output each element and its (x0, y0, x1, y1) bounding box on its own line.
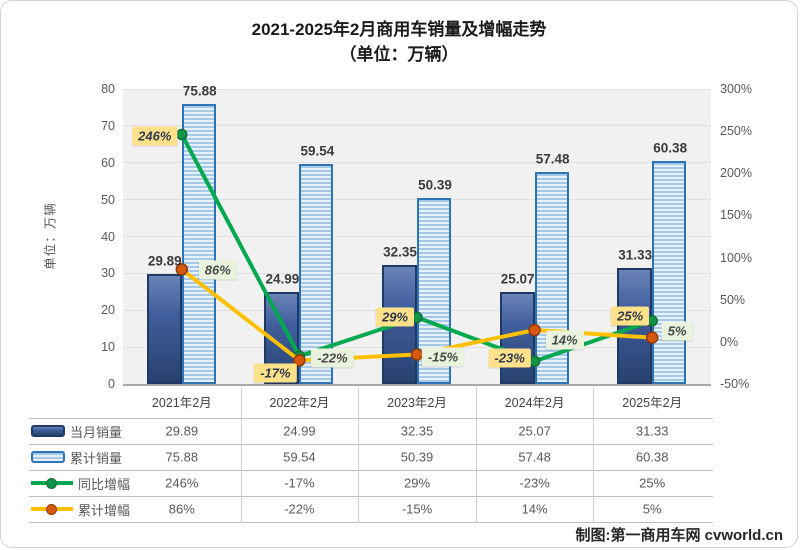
table-cell-value: 75.88 (165, 449, 199, 465)
right-axis-tick-label: 200% (720, 166, 752, 181)
table-cell-value: 60.38 (635, 449, 669, 465)
table-cell-value: 5% (642, 501, 662, 517)
bar-value-label-cumulative: 59.54 (300, 143, 335, 159)
table-row-line (29, 418, 713, 419)
legend-label: 当月销量 (70, 424, 123, 440)
table-cell-value: 246% (165, 475, 199, 491)
bar-monthly-sales (617, 268, 653, 384)
table-cell-value: -17% (284, 475, 315, 491)
table-cell-value: 32.35 (400, 423, 434, 439)
dark-bar-legend-icon (31, 425, 65, 437)
orange-line-legend-icon (31, 503, 73, 516)
left-axis-tick-label: 70 (101, 118, 115, 133)
table-column-divider (593, 387, 595, 522)
cumulative-growth-label: 5% (661, 321, 693, 341)
bar-monthly-sales (146, 273, 182, 384)
legend-label: 累计增幅 (78, 502, 131, 518)
right-axis-tick-label: 150% (720, 208, 752, 223)
legend-item-light-bar: 累计销量 (31, 448, 122, 466)
left-axis-tick-label: 40 (101, 229, 115, 244)
left-axis-tick-label: 30 (101, 266, 115, 281)
table-cell-value: 29.89 (165, 423, 199, 439)
bar-value-label-cumulative: 50.39 (418, 177, 452, 193)
light-bar-legend-icon (31, 451, 65, 463)
table-cell-value: 14% (521, 501, 548, 517)
table-cell-value: -15% (401, 501, 433, 517)
left-axis-tick-label: 50 (101, 192, 115, 207)
table-column-divider (240, 387, 242, 522)
legend-item-dark-bar: 当月销量 (31, 422, 122, 440)
left-axis-tick-label: 20 (101, 303, 115, 318)
table-cell-value: 50.39 (400, 449, 434, 465)
bar-value-label-cumulative: 57.48 (535, 151, 570, 167)
chart-title-block: 2021-2025年2月商用车销量及增幅走势 （单位：万辆） (1, 17, 797, 67)
bar-value-label-monthly: 32.35 (383, 244, 417, 260)
right-axis-tick-label: 50% (720, 292, 746, 307)
left-axis-tick-label: 60 (101, 155, 115, 170)
bar-value-label-cumulative: 60.38 (653, 140, 688, 156)
table-cell-value: 86% (168, 501, 195, 517)
yoy-growth-label: 246% (132, 126, 178, 145)
bar-value-label-monthly: 29.89 (147, 253, 182, 269)
yoy-growth-label: -17% (254, 363, 297, 383)
table-cell-value: -23% (519, 475, 550, 491)
yoy-growth-label: 29% (375, 307, 415, 327)
yoy-growth-label: 25% (611, 306, 650, 326)
right-axis-tick-label: 300% (720, 82, 752, 96)
table-cell-value: 25% (639, 475, 666, 491)
right-axis-tick-label: 0% (720, 334, 739, 349)
table-cell-value: 57.48 (518, 449, 551, 465)
legend-item-orange-line: 累计增幅 (31, 500, 130, 518)
bar-value-label-monthly: 31.33 (618, 247, 653, 263)
table-cell-value: 29% (403, 475, 431, 491)
legend-label: 同比增幅 (78, 476, 131, 492)
bar-value-label-monthly: 24.99 (265, 271, 300, 287)
bar-cumulative-sales (652, 161, 687, 384)
right-axis-tick-label: 100% (720, 250, 752, 265)
legend-label: 累计销量 (70, 450, 123, 466)
table-cell-value: 25.07 (518, 423, 551, 439)
left-axis-tick-label: 0 (108, 377, 115, 391)
bar-value-label-cumulative: 75.88 (182, 83, 217, 99)
x-axis-label: 2024年2月 (504, 396, 565, 410)
right-axis-tick-label: -50% (720, 377, 750, 391)
bar-monthly-sales (499, 291, 535, 384)
cumulative-growth-label: 86% (198, 260, 237, 280)
table-row-line (29, 496, 713, 497)
right-axis-tick-label: 250% (720, 124, 752, 139)
table-row-line (29, 444, 713, 445)
gridline (123, 125, 711, 127)
x-axis-label: 2025年2月 (622, 396, 683, 410)
green-line-legend-icon (31, 477, 73, 490)
table-column-divider (475, 387, 477, 522)
bar-value-label-monthly: 25.07 (500, 271, 535, 287)
x-axis-label: 2022年2月 (269, 396, 330, 410)
cumulative-growth-label: 14% (545, 330, 584, 350)
left-axis-tick-label: 80 (101, 82, 115, 96)
yoy-growth-label: -23% (488, 348, 531, 368)
table-column-divider (358, 387, 360, 522)
x-axis-line (123, 384, 711, 386)
chart-subtitle: （单位：万辆） (339, 45, 459, 64)
credit-text: 制图:第一商用车网 cvworld.cn (575, 527, 783, 544)
bar-cumulative-sales (534, 172, 569, 384)
left-axis-tick-label: 10 (101, 340, 115, 355)
gridline (123, 88, 711, 90)
table-cell-value: 31.33 (635, 423, 669, 439)
table-row-line (29, 470, 713, 471)
table-cell-value: 59.54 (283, 449, 316, 465)
y-axis-title: 单位：万辆 (43, 202, 58, 270)
bar-cumulative-sales (181, 104, 216, 384)
cumulative-growth-label: -15% (421, 347, 465, 366)
chart-title: 2021-2025年2月商用车销量及增幅走势 (251, 20, 547, 39)
x-axis-label: 2023年2月 (387, 396, 447, 410)
legend-item-green-line: 同比增幅 (31, 474, 130, 492)
table-cell-value: 24.99 (283, 423, 316, 439)
table-row-line (29, 522, 713, 523)
table-cell-value: -22% (284, 501, 315, 517)
cumulative-growth-label: -22% (311, 348, 354, 368)
x-axis-label: 2021年2月 (151, 396, 212, 410)
